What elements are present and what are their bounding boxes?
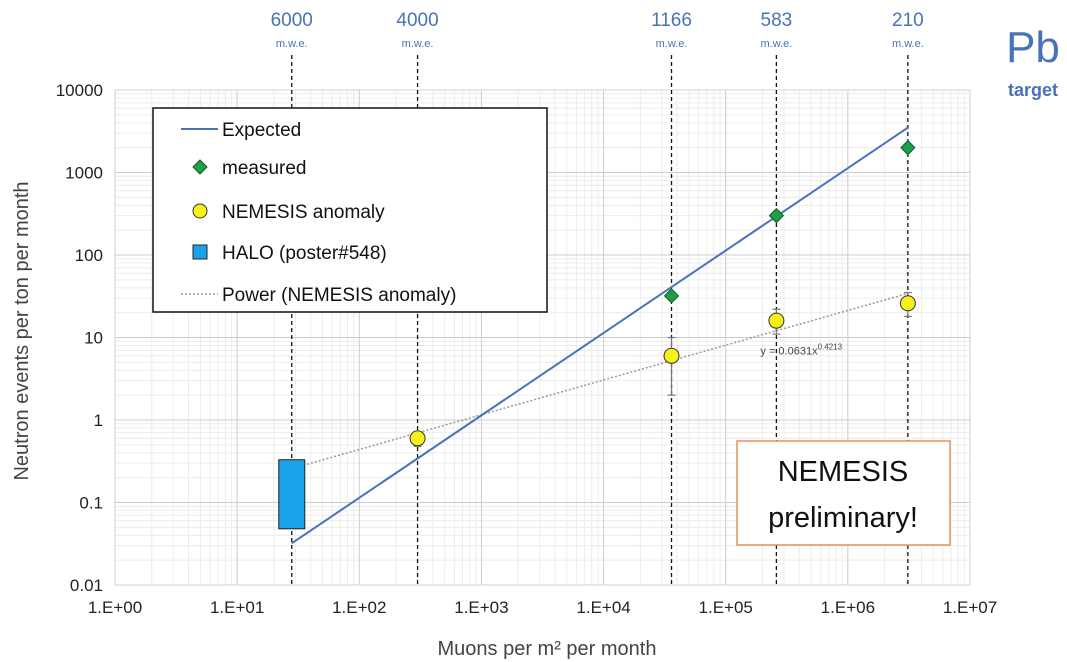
plot-area <box>114 89 971 586</box>
x-axis-title: Muons per m² per month <box>438 638 657 660</box>
nemesis-anomaly-point <box>768 312 785 329</box>
depth-marker-value: 210 <box>892 10 924 31</box>
data-series: y = 0.0631x0.4213 <box>278 126 916 545</box>
legend-label-measured: measured <box>222 158 307 179</box>
depth-marker-unit: m.w.e. <box>761 38 793 50</box>
depth-marker-unit: m.w.e. <box>892 38 924 50</box>
x-tick-label: 1.E+01 <box>210 598 264 617</box>
target-label: Pb target <box>1006 23 1060 100</box>
nemesis-anomaly-point <box>663 347 680 364</box>
x-tick-label: 1.E+00 <box>88 598 142 617</box>
depth-marker-unit: m.w.e. <box>276 38 308 50</box>
legend-label-halo: HALO (poster#548) <box>222 243 387 264</box>
legend-box <box>152 107 548 313</box>
legend-label-nemesis-anomaly: NEMESIS anomaly <box>222 202 385 223</box>
halo-box <box>278 459 306 530</box>
power-trendline <box>291 292 909 470</box>
depth-marker-value: 4000 <box>396 10 438 31</box>
depth-marker-unit: m.w.e. <box>656 38 688 50</box>
y-tick-label: 10000 <box>56 81 103 100</box>
y-axis-tick-labels: 0.01 0.1 1 10 100 1000 10000 <box>56 81 103 595</box>
y-tick-label: 10 <box>84 329 103 348</box>
y-tick-label: 100 <box>75 246 103 265</box>
nemesis-anomaly-point <box>899 295 916 312</box>
expected-line <box>291 126 909 545</box>
target-caption: target <box>1008 80 1058 100</box>
depth-marker-value: 1166 <box>651 10 692 31</box>
y-tick-label: 0.1 <box>79 494 103 513</box>
x-tick-label: 1.E+05 <box>699 598 753 617</box>
target-element: Pb <box>1006 23 1060 72</box>
x-tick-label: 1.E+02 <box>332 598 386 617</box>
legend-swatch-halo <box>192 244 208 260</box>
legend-swatch-nemesis-anomaly <box>192 203 208 219</box>
x-tick-label: 1.E+07 <box>943 598 997 617</box>
x-tick-label: 1.E+06 <box>821 598 875 617</box>
depth-marker-unit: m.w.e. <box>402 38 434 50</box>
depth-marker-value: 6000 <box>271 10 313 31</box>
depth-marker-value: 583 <box>761 10 793 31</box>
x-tick-label: 1.E+03 <box>454 598 508 617</box>
preliminary-annotation: NEMESIS preliminary! <box>736 440 951 546</box>
annotation-box <box>736 440 951 546</box>
y-axis-title: Neutron events per ton per month <box>11 181 33 480</box>
annotation-line-1: NEMESIS <box>778 456 909 488</box>
legend-label-expected: Expected <box>222 120 301 141</box>
measured-point <box>900 139 916 156</box>
measured-point <box>768 207 785 224</box>
measured-point <box>663 288 680 304</box>
x-axis-tick-labels: 1.E+00 1.E+01 1.E+02 1.E+03 1.E+04 1.E+05 1.E+… <box>88 598 997 617</box>
nemesis-anomaly-point <box>409 430 426 447</box>
legend-label-power: Power (NEMESIS anomaly) <box>222 285 456 306</box>
y-tick-label: 0.01 <box>70 576 103 595</box>
annotation-line-2: preliminary! <box>768 502 918 534</box>
y-tick-label: 1 <box>94 411 103 430</box>
x-tick-label: 1.E+04 <box>576 598 630 617</box>
y-tick-label: 1000 <box>65 164 103 183</box>
trendline-equation: y = 0.0631x0.4213 <box>760 343 842 358</box>
legend-swatch-measured <box>192 159 208 175</box>
legend: Expected measured NEMESIS anomaly HALO (… <box>152 107 548 313</box>
